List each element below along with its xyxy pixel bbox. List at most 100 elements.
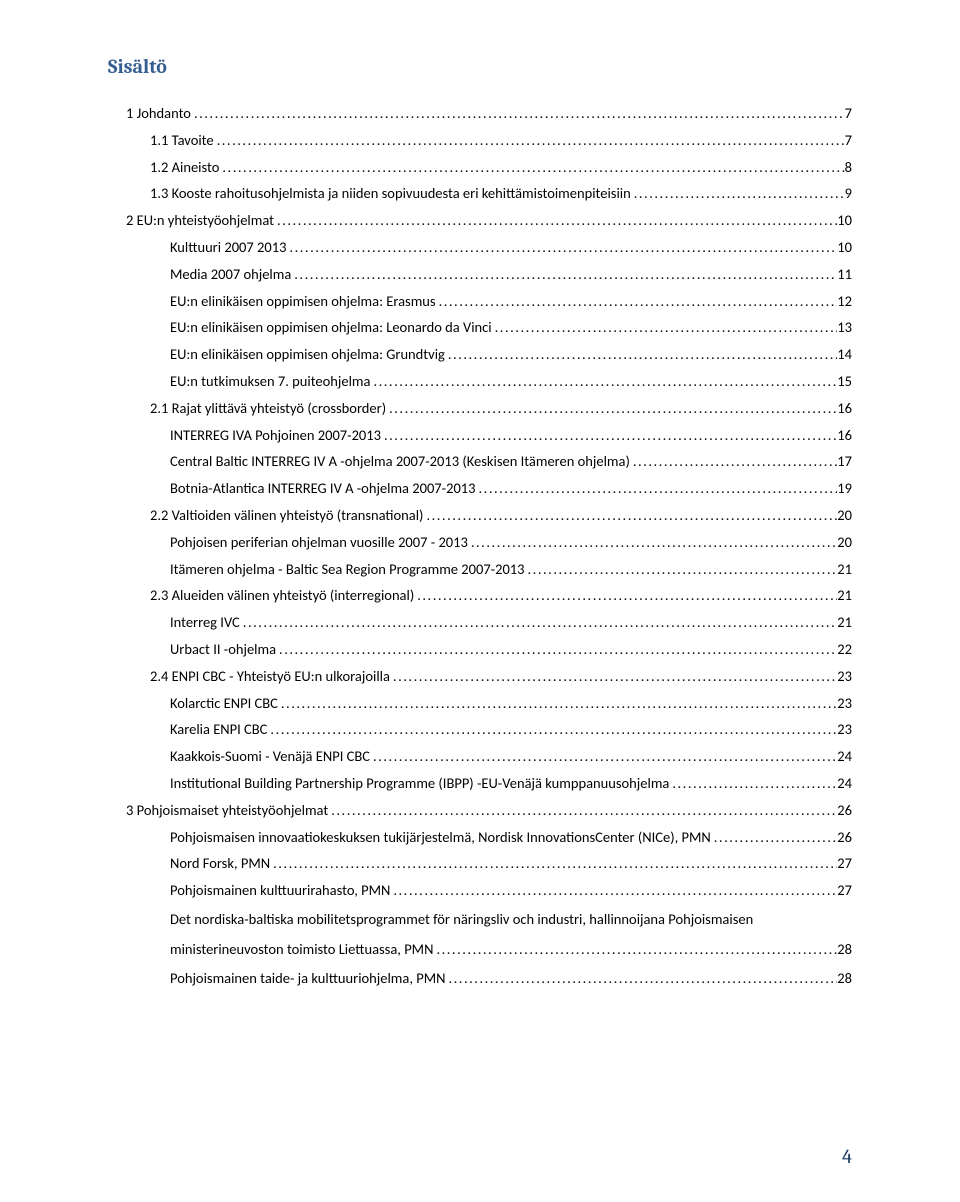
toc-entry[interactable]: 1 Johdanto 7: [108, 106, 852, 121]
toc-entry-label: INTERREG IVA Pohjoinen 2007-2013: [170, 428, 381, 443]
toc-entry[interactable]: INTERREG IVA Pohjoinen 2007-2013 16: [108, 428, 852, 443]
toc-entry[interactable]: 1.2 Aineisto 8: [108, 160, 852, 175]
toc-entry-page: 28: [837, 971, 852, 986]
toc-entry-page: 16: [837, 428, 852, 443]
toc-leader-dots: [468, 535, 837, 550]
toc-leader-dots: [286, 240, 837, 255]
toc-leader-dots: [267, 722, 837, 737]
toc-leader-dots: [433, 940, 837, 958]
toc-entry-label: Pohjoismainen taide- ja kulttuuriohjelma…: [170, 971, 445, 986]
toc-entry[interactable]: 2.2 Valtioiden välinen yhteistyö (transn…: [108, 508, 852, 523]
toc-leader-dots: [278, 696, 837, 711]
toc-entry-label: Kolarctic ENPI CBC: [170, 696, 278, 711]
toc-entry[interactable]: EU:n elinikäisen oppimisen ohjelma: Leon…: [108, 320, 852, 335]
toc-leader-dots: [525, 562, 838, 577]
toc-entry-page: 24: [837, 776, 852, 791]
toc-entry-page: 27: [837, 856, 852, 871]
toc-entry-page: 20: [837, 508, 852, 523]
toc-entry[interactable]: Karelia ENPI CBC 23: [108, 722, 852, 737]
toc-entry-label: Det nordiska-baltiska mobilitetsprogramm…: [170, 910, 852, 928]
toc-entry[interactable]: 2.1 Rajat ylittävä yhteistyö (crossborde…: [108, 401, 852, 416]
toc-entry-page: 7: [845, 106, 852, 121]
toc-entry-page: 22: [837, 642, 852, 657]
toc-entry[interactable]: 2 EU:n yhteistyöohjelmat 10: [108, 213, 852, 228]
toc-entry-page: 21: [837, 562, 852, 577]
toc-entry-page: 16: [837, 401, 852, 416]
toc-leader-dots: [291, 267, 837, 282]
toc-entry[interactable]: Urbact II -ohjelma 22: [108, 642, 852, 657]
toc-entry[interactable]: Pohjoismainen taide- ja kulttuuriohjelma…: [108, 971, 852, 986]
toc-list: 1 Johdanto 71.1 Tavoite 71.2 Aineisto 81…: [108, 106, 852, 985]
toc-entry[interactable]: Interreg IVC 21: [108, 615, 852, 630]
toc-entry[interactable]: Kaakkois-Suomi - Venäjä ENPI CBC 24: [108, 749, 852, 764]
toc-entry-label: Pohjoismaisen innovaatiokeskuksen tukijä…: [170, 830, 711, 845]
toc-entry-label: Itämeren ohjelma - Baltic Sea Region Pro…: [170, 562, 525, 577]
toc-leader-dots: [492, 320, 838, 335]
toc-entry-page: 10: [837, 240, 852, 255]
toc-leader-dots: [436, 294, 838, 309]
toc-entry-label: 1.1 Tavoite: [150, 133, 214, 148]
toc-entry[interactable]: Kulttuuri 2007 2013 10: [108, 240, 852, 255]
toc-entry-label: Kulttuuri 2007 2013: [170, 240, 286, 255]
toc-entry[interactable]: Pohjoisen periferian ohjelman vuosille 2…: [108, 535, 852, 550]
toc-entry-label: Karelia ENPI CBC: [170, 722, 267, 737]
toc-entry-label: 3 Pohjoismaiset yhteistyöohjelmat: [126, 803, 328, 818]
toc-entry[interactable]: 2.3 Alueiden välinen yhteistyö (interreg…: [108, 588, 852, 603]
toc-entry[interactable]: Kolarctic ENPI CBC 23: [108, 696, 852, 711]
toc-entry[interactable]: Pohjoismainen kulttuurirahasto, PMN 27: [108, 883, 852, 898]
toc-entry[interactable]: 2.4 ENPI CBC - Yhteistyö EU:n ulkorajoil…: [108, 669, 852, 684]
toc-entry[interactable]: 1.3 Kooste rahoitusohjelmista ja niiden …: [108, 186, 852, 201]
toc-entry[interactable]: Botnia-Atlantica INTERREG IV A -ohjelma …: [108, 481, 852, 496]
toc-entry[interactable]: Media 2007 ohjelma 11: [108, 267, 852, 282]
toc-entry-page: 21: [837, 588, 852, 603]
toc-entry[interactable]: Institutional Building Partnership Progr…: [108, 776, 852, 791]
toc-entry-label: 2.3 Alueiden välinen yhteistyö (interreg…: [150, 588, 414, 603]
toc-entry-label: EU:n elinikäisen oppimisen ohjelma: Eras…: [170, 294, 436, 309]
toc-entry-page: 14: [837, 347, 852, 362]
toc-leader-dots: [219, 160, 844, 175]
toc-entry-page: 11: [837, 267, 852, 282]
toc-entry-label: 2 EU:n yhteistyöohjelmat: [126, 213, 274, 228]
toc-leader-dots: [390, 669, 837, 684]
toc-entry-label: Central Baltic INTERREG IV A -ohjelma 20…: [170, 454, 630, 469]
toc-entry[interactable]: Pohjoismaisen innovaatiokeskuksen tukijä…: [108, 830, 852, 845]
toc-entry-page: 20: [837, 535, 852, 550]
toc-entry[interactable]: 3 Pohjoismaiset yhteistyöohjelmat 26: [108, 803, 852, 818]
toc-entry-label: EU:n tutkimuksen 7. puiteohjelma: [170, 374, 370, 389]
toc-leader-dots: [386, 401, 837, 416]
toc-entry[interactable]: EU:n elinikäisen oppimisen ohjelma: Grun…: [108, 347, 852, 362]
toc-entry-label: Pohjoisen periferian ohjelman vuosille 2…: [170, 535, 468, 550]
toc-entry-label: Institutional Building Partnership Progr…: [170, 776, 669, 791]
toc-leader-dots: [370, 374, 837, 389]
toc-entry-page: 24: [837, 749, 852, 764]
toc-leader-dots: [476, 481, 838, 496]
toc-entry-page: 7: [845, 133, 852, 148]
toc-leader-dots: [370, 749, 837, 764]
toc-entry-label: 1.2 Aineisto: [150, 160, 219, 175]
toc-entry-page: 15: [837, 374, 852, 389]
toc-entry-page: 9: [845, 186, 852, 201]
toc-entry-page: 8: [845, 160, 852, 175]
toc-entry[interactable]: Det nordiska-baltiska mobilitetsprogramm…: [108, 910, 852, 958]
toc-entry-page: 10: [837, 213, 852, 228]
toc-entry-page: 12: [837, 294, 852, 309]
toc-entry[interactable]: Itämeren ohjelma - Baltic Sea Region Pro…: [108, 562, 852, 577]
toc-heading: Sisältö: [108, 55, 852, 78]
toc-entry-page: 27: [837, 883, 852, 898]
toc-entry-label: Botnia-Atlantica INTERREG IV A -ohjelma …: [170, 481, 476, 496]
toc-entry-page: 17: [837, 454, 852, 469]
toc-entry[interactable]: Nord Forsk, PMN 27: [108, 856, 852, 871]
toc-leader-dots: [381, 428, 837, 443]
toc-entry[interactable]: EU:n tutkimuksen 7. puiteohjelma 15: [108, 374, 852, 389]
toc-entry[interactable]: Central Baltic INTERREG IV A -ohjelma 20…: [108, 454, 852, 469]
toc-entry-label: 2.4 ENPI CBC - Yhteistyö EU:n ulkorajoil…: [150, 669, 390, 684]
toc-leader-dots: [274, 213, 837, 228]
toc-entry[interactable]: 1.1 Tavoite 7: [108, 133, 852, 148]
toc-entry-label: EU:n elinikäisen oppimisen ohjelma: Leon…: [170, 320, 492, 335]
toc-entry-label: Pohjoismainen kulttuurirahasto, PMN: [170, 883, 390, 898]
toc-leader-dots: [414, 588, 837, 603]
toc-entry[interactable]: EU:n elinikäisen oppimisen ohjelma: Eras…: [108, 294, 852, 309]
toc-entry-label: 2.2 Valtioiden välinen yhteistyö (transn…: [150, 508, 423, 523]
toc-entry-page: 13: [837, 320, 852, 335]
toc-leader-dots: [328, 803, 837, 818]
